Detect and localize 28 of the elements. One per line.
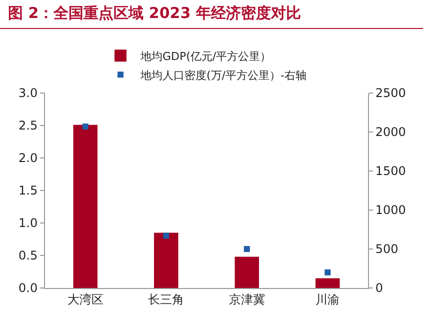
x-tick-label: 京津冀: [228, 292, 265, 306]
point: [163, 232, 170, 239]
y2-tick-label: 500: [375, 242, 398, 256]
y-tick-label: 0.0: [18, 281, 38, 296]
y2-tick-label: 1000: [375, 203, 406, 218]
y2-tick-label: 2000: [375, 125, 406, 140]
x-tick-label: 长三角: [148, 292, 184, 306]
bar: [73, 124, 98, 288]
x-tick-label: 大湾区: [67, 292, 104, 306]
y-tick-label: 1.0: [18, 216, 38, 230]
y2-tick-label: 2500: [375, 86, 406, 100]
y-tick-label: 3.0: [18, 86, 38, 100]
y-tick-label: 0.5: [18, 248, 38, 263]
bar: [154, 232, 178, 288]
y-tick-label: 1.5: [18, 184, 38, 198]
x-tick-label: 川渝: [316, 292, 340, 306]
y2-tick-label: 1500: [375, 164, 406, 178]
point: [82, 124, 88, 130]
legend-label: 地均GDP(亿元/平方公里）: [140, 50, 272, 63]
y2-tick-label: 0: [375, 281, 384, 296]
bar: [316, 278, 340, 288]
legend-label: 地均人口密度(万/平方公里）-右轴: [140, 68, 306, 82]
chart-title: 图 2：全国重点区域 2023 年经济密度对比: [0, 0, 423, 29]
y-tick-label: 2.0: [18, 151, 38, 166]
point: [324, 269, 331, 276]
point: [244, 246, 250, 252]
bar: [234, 256, 259, 288]
y-tick-label: 2.5: [18, 118, 38, 133]
